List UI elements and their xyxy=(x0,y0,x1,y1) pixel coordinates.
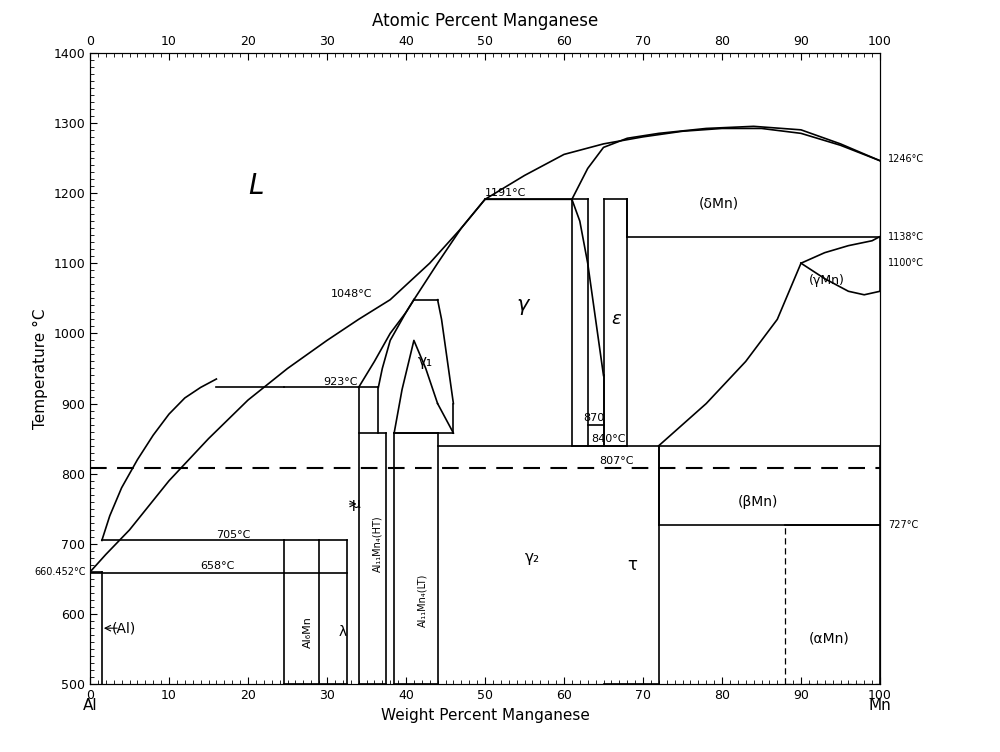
Text: ε: ε xyxy=(611,311,621,329)
Text: 807°C: 807°C xyxy=(600,456,634,466)
Text: λ: λ xyxy=(339,625,347,638)
Text: 840°C: 840°C xyxy=(592,434,626,444)
Text: 705°C: 705°C xyxy=(216,530,251,540)
Text: Mn: Mn xyxy=(869,699,891,714)
Text: (αMn): (αMn) xyxy=(809,632,850,646)
Text: μ: μ xyxy=(352,497,361,511)
Text: Al₁₁Mn₄(HT): Al₁₁Mn₄(HT) xyxy=(373,516,383,572)
Text: γ₁: γ₁ xyxy=(418,354,433,369)
Text: 1246°C: 1246°C xyxy=(888,154,924,165)
Text: 1100°C: 1100°C xyxy=(888,258,924,268)
Text: 727°C: 727°C xyxy=(888,520,918,530)
Text: Al: Al xyxy=(83,699,97,714)
Text: 923°C: 923°C xyxy=(323,377,358,387)
Text: (δMn): (δMn) xyxy=(698,196,738,211)
Text: Al₁₁Mn₄(LT): Al₁₁Mn₄(LT) xyxy=(418,574,428,626)
Y-axis label: Temperature °C: Temperature °C xyxy=(33,308,48,429)
Text: 1191°C: 1191°C xyxy=(485,188,526,198)
X-axis label: Weight Percent Manganese: Weight Percent Manganese xyxy=(381,708,589,723)
Text: (Al): (Al) xyxy=(112,621,136,635)
Text: γ₂: γ₂ xyxy=(524,550,540,566)
Text: 660.452°C: 660.452°C xyxy=(35,567,86,577)
Text: 658°C: 658°C xyxy=(201,561,235,571)
Text: 1048°C: 1048°C xyxy=(331,289,372,299)
Text: γ: γ xyxy=(517,296,529,315)
Text: 870: 870 xyxy=(584,414,605,423)
Text: (γMn): (γMn) xyxy=(809,274,845,287)
Text: 1138°C: 1138°C xyxy=(888,232,924,241)
Text: τ: τ xyxy=(627,556,637,574)
Text: (βMn): (βMn) xyxy=(738,495,778,509)
X-axis label: Atomic Percent Manganese: Atomic Percent Manganese xyxy=(372,13,598,30)
Text: Al₆Mn: Al₆Mn xyxy=(303,616,313,647)
Text: L: L xyxy=(248,172,264,200)
